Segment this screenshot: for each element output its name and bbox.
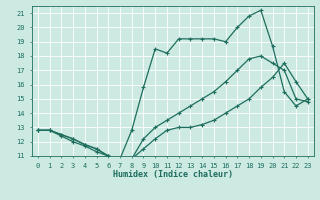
- X-axis label: Humidex (Indice chaleur): Humidex (Indice chaleur): [113, 170, 233, 179]
